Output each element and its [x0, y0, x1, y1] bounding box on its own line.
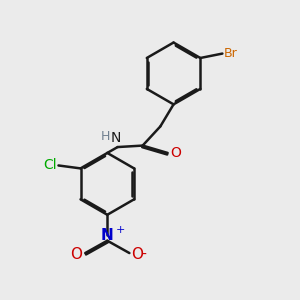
Text: Cl: Cl	[44, 158, 57, 172]
Text: +: +	[116, 225, 125, 235]
Text: O: O	[131, 247, 143, 262]
Text: N: N	[101, 228, 114, 243]
Text: N: N	[111, 131, 121, 145]
Text: Br: Br	[224, 47, 238, 60]
Text: H: H	[100, 130, 110, 143]
Text: -: -	[142, 248, 147, 262]
Text: O: O	[70, 247, 82, 262]
Text: O: O	[171, 146, 182, 160]
